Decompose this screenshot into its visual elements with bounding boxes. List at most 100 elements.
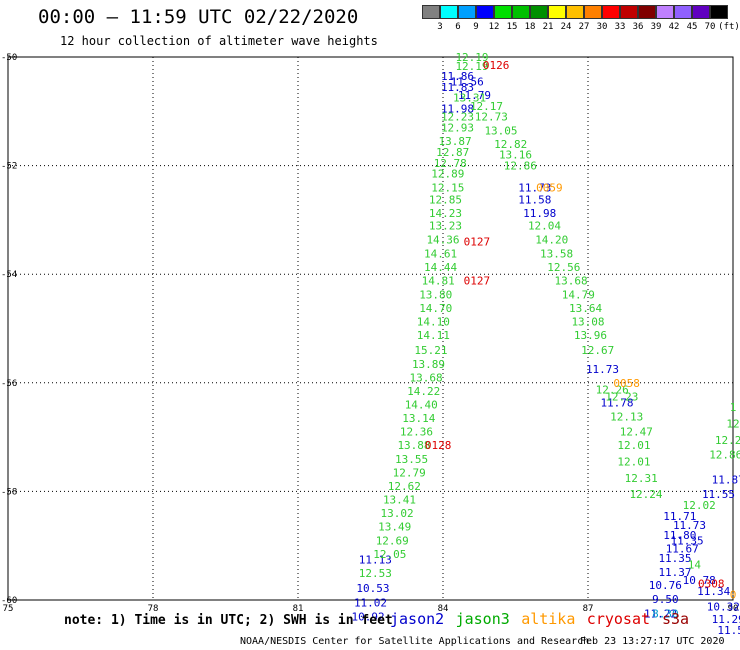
data-label: 0058 [613, 377, 640, 390]
data-label: 0059 [536, 181, 563, 194]
data-label: 15.21 [414, 344, 447, 357]
data-label: 0126 [483, 59, 510, 72]
color-scale-label: 9 [473, 22, 479, 32]
color-scale-label: 24 [560, 22, 572, 32]
y-tick-label: -54 [1, 270, 17, 280]
color-scale-label: 70 [704, 22, 716, 32]
data-label: 10.92 [352, 610, 385, 623]
data-label: 11.98 [523, 207, 556, 220]
legend-item: s3a [662, 610, 690, 628]
data-label: 12.01 [617, 456, 650, 469]
data-label: 11.73 [586, 363, 619, 376]
data-label: 12.86 [504, 160, 537, 173]
color-swatch [692, 5, 710, 19]
data-label: 0127 [464, 236, 491, 249]
data-label: 12.67 [581, 344, 614, 357]
data-label: 12.15 [431, 181, 464, 194]
chart-subtitle: 12 hour collection of altimeter wave hei… [60, 34, 378, 48]
color-scale-label: 3 [437, 22, 443, 32]
footer-note: note: 1) Time is in UTC; 2) SWH is in fe… [64, 613, 393, 628]
data-label: 13.88 [397, 439, 430, 452]
data-label: 12.04 [528, 219, 561, 232]
color-swatch [620, 5, 638, 19]
color-scale-label: 12 [488, 22, 500, 32]
data-label: 13.05 [484, 124, 517, 137]
data-label: 1 [730, 401, 737, 414]
color-swatch [674, 5, 692, 19]
data-label: 12.73 [475, 111, 508, 124]
data-label: 12.89 [431, 168, 464, 181]
legend-item: jason2 [390, 610, 445, 628]
legend-item: jason3 [455, 610, 510, 628]
data-label: 14.44 [424, 261, 457, 274]
data-label: 11.98 [441, 103, 474, 116]
data-label: 11.34 [697, 585, 730, 598]
x-tick-label: 75 [3, 604, 14, 614]
data-label: 11.71 [663, 510, 696, 523]
data-label: 14.36 [426, 233, 459, 246]
data-label: 13.16 [499, 149, 532, 162]
data-label: 13.89 [412, 358, 445, 371]
data-label: 12.01 [617, 439, 650, 452]
color-scale-label: 33 [614, 22, 626, 32]
color-swatch [548, 5, 566, 19]
data-label: 0 [730, 589, 737, 602]
data-label: 11.13 [359, 553, 392, 566]
data-label: 11.83 [441, 81, 474, 94]
data-label: 14.79 [562, 288, 595, 301]
color-swatch [566, 5, 584, 19]
data-label: 13.08 [571, 315, 604, 328]
color-scale-label: 15 [506, 22, 518, 32]
data-label: 11.22 [644, 608, 677, 621]
y-tick-label: -60 [1, 596, 17, 606]
data-label: 14.61 [424, 248, 457, 261]
chart-title: 00:00 – 11:59 UTC 02/22/2020 [38, 6, 359, 28]
data-label: 12.02 [683, 499, 716, 512]
data-label: 11.87 [712, 473, 740, 486]
data-label: 13.55 [395, 453, 428, 466]
data-label: 12.23 [605, 390, 638, 403]
data-label: 12.85 [429, 193, 462, 206]
data-label: 11.86 [441, 70, 474, 83]
data-label: 12.53 [359, 567, 392, 580]
data-label: 0128 [425, 439, 452, 452]
data-label: 14.40 [405, 399, 438, 412]
x-tick-label: 90 [728, 604, 739, 614]
x-tick-label: 87 [583, 604, 594, 614]
data-label: 13.80 [419, 288, 452, 301]
color-swatch [458, 5, 476, 19]
data-label: 11.29 [712, 613, 740, 626]
color-swatch [602, 5, 620, 19]
data-label: 12.05 [373, 548, 406, 561]
grid [8, 57, 733, 600]
data-label: 11.73 [518, 181, 551, 194]
data-label: 12.17 [470, 100, 503, 113]
data-label: 12.87 [436, 146, 469, 159]
legend-item: altika [521, 610, 576, 628]
data-label: 12.26 [596, 383, 629, 396]
data-label: 10.53 [356, 582, 389, 595]
color-scale-label: 27 [578, 22, 590, 32]
data-label: 0308 [698, 578, 725, 591]
legend-item: cryosat [586, 610, 651, 628]
color-scale-label: 30 [596, 22, 608, 32]
data-label: 11.67 [666, 542, 699, 555]
data-label: 12.47 [620, 426, 653, 439]
data-label: 11.73 [673, 519, 706, 532]
data-label: 13.49 [378, 521, 411, 534]
data-label: 13.23 [429, 219, 462, 232]
data-label: 11.02 [354, 597, 387, 610]
color-swatch [710, 5, 728, 19]
generated-timestamp: Feb 23 13:27:17 UTC 2020 [580, 636, 725, 647]
data-label: 13.58 [540, 248, 573, 261]
color-scale-label: 21 [542, 22, 554, 32]
data-label: 14.22 [407, 385, 440, 398]
color-scale-label: 45 [686, 22, 698, 32]
data-label: 12.56 [547, 261, 580, 274]
data-label: 12.82 [494, 138, 527, 151]
data-label: 14.20 [535, 233, 568, 246]
color-scale-bar [422, 5, 728, 19]
y-tick-label: -52 [1, 162, 17, 172]
data-label: 12.79 [393, 466, 426, 479]
